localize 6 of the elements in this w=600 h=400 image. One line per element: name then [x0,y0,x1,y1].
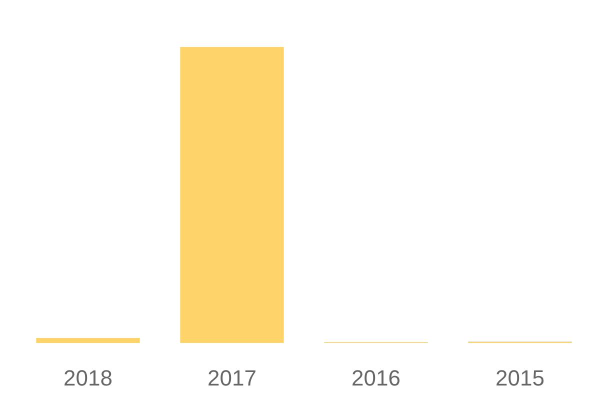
bar [180,47,284,343]
bar [36,338,140,343]
x-tick-label: 2017 [208,366,256,390]
x-tick-label: 2015 [496,366,544,390]
x-tick-label: 2018 [64,366,112,390]
x-tick-label: 2016 [352,366,400,390]
